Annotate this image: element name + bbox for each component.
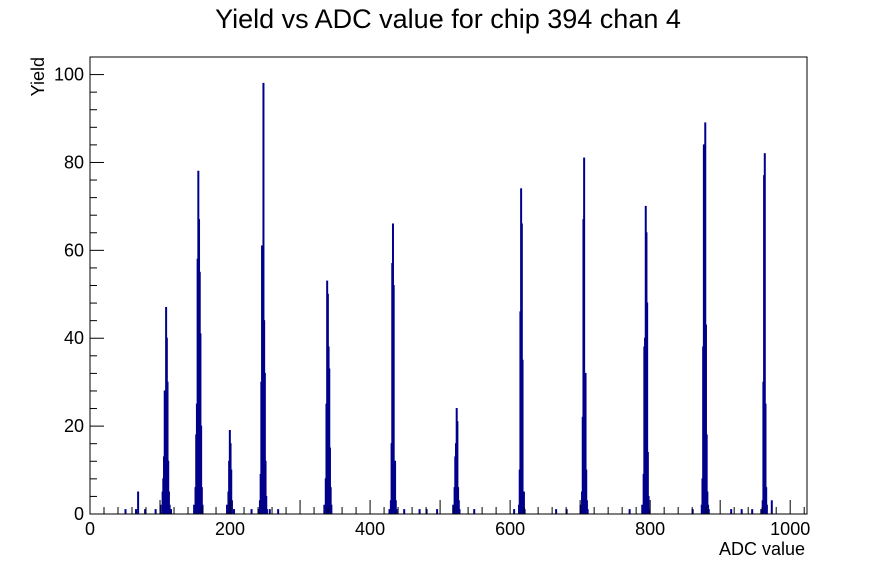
histogram-bin [330, 504, 333, 515]
histogram-bin [135, 509, 138, 515]
y-axis: 0 20 40 60 80 100 [54, 56, 104, 524]
histogram-bin [418, 509, 421, 515]
histogram-bin [521, 359, 524, 515]
histogram-bin [628, 509, 631, 515]
histogram-bin [124, 509, 127, 515]
histogram-bin [760, 509, 763, 515]
histogram-bin [250, 509, 253, 515]
histogram-bin [765, 504, 768, 515]
histogram-bin [648, 509, 651, 515]
x-tick-label: 600 [495, 519, 525, 539]
histogram-bin [226, 504, 229, 515]
histogram-bin [170, 509, 173, 515]
histogram-bin [641, 504, 644, 515]
histogram-bin [513, 509, 516, 515]
x-tick-label: 800 [635, 519, 665, 539]
histogram-bin [154, 509, 157, 515]
histogram-bin [137, 491, 140, 515]
histogram-bin [751, 509, 754, 515]
y-tick-label: 0 [74, 504, 84, 524]
histogram-bin [230, 500, 233, 515]
chart-title: Yield vs ADC value for chip 394 chan 4 [215, 4, 681, 34]
histogram-bin [555, 509, 558, 515]
histogram-bin [473, 509, 476, 515]
histogram-bin [770, 500, 773, 515]
histogram-bin [277, 509, 280, 515]
histogram-bin [586, 509, 589, 515]
y-axis-title: Yield [28, 57, 48, 96]
histogram-bin [268, 509, 271, 515]
x-tick-label: 200 [215, 519, 245, 539]
x-axis: 0 200 400 600 800 1000 [85, 500, 810, 539]
histogram-bin [388, 509, 391, 515]
histogram-bin [436, 509, 439, 515]
histogram-bin [193, 504, 196, 515]
histogram-bin [707, 509, 710, 515]
x-tick-label: 0 [85, 519, 95, 539]
histogram-bin [323, 504, 326, 515]
x-tick-label: 1000 [770, 519, 810, 539]
histogram-bin [395, 509, 398, 515]
histogram-bin [168, 504, 171, 515]
histogram-bin [265, 509, 268, 515]
histogram-bin [730, 509, 733, 515]
y-tick-label: 80 [64, 152, 84, 172]
y-tick-label: 40 [64, 328, 84, 348]
y-tick-label: 60 [64, 240, 84, 260]
histogram-bin [403, 509, 406, 515]
y-tick-label: 20 [64, 416, 84, 436]
x-axis-title: ADC value [719, 539, 805, 559]
histogram-bin [458, 509, 461, 515]
histogram-bin [233, 509, 236, 515]
y-tick-label: 100 [54, 65, 84, 85]
histogram-bin [144, 509, 147, 515]
histogram-bin [452, 504, 455, 515]
histogram-bin [740, 509, 743, 515]
x-tick-label: 400 [355, 519, 385, 539]
